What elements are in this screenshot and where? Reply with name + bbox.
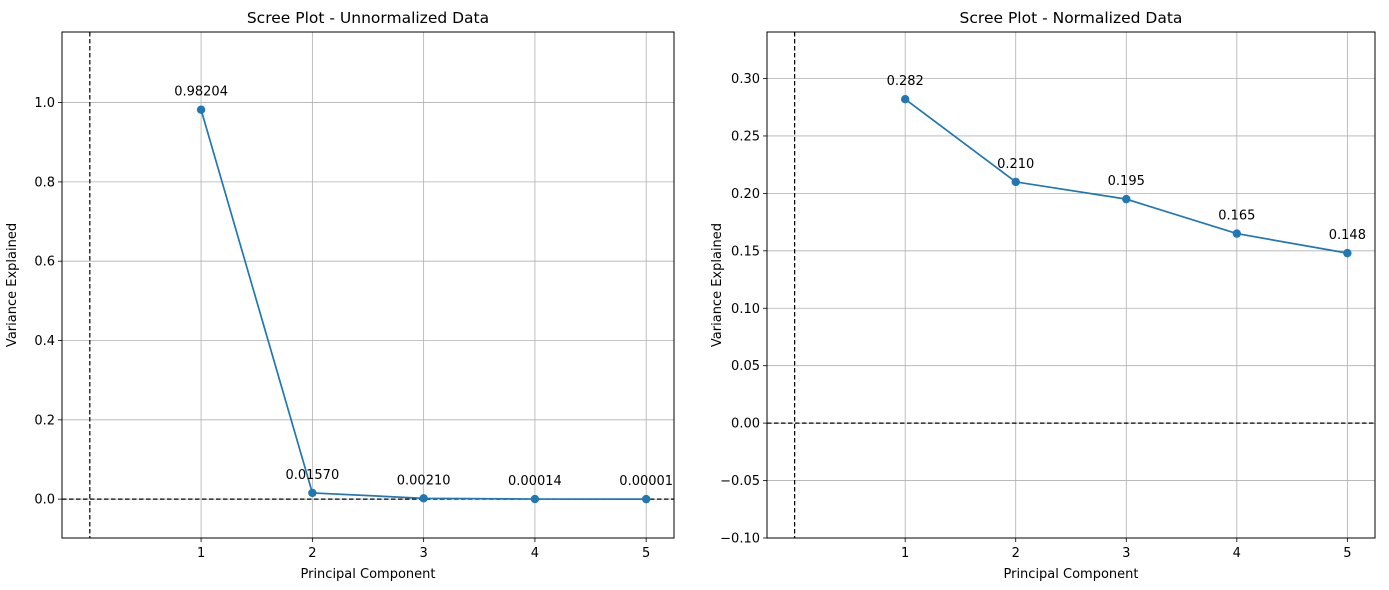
y-tick-label: 0.8 (34, 175, 55, 190)
data-point (530, 494, 540, 504)
data-label: 0.195 (1108, 174, 1145, 189)
x-tick-label: 1 (901, 546, 909, 561)
y-tick-label: −0.10 (720, 532, 760, 547)
data-point (1343, 248, 1352, 258)
data-label: 0.00014 (508, 474, 562, 489)
data-point (641, 494, 651, 504)
x-tick-label: 4 (1233, 546, 1241, 561)
data-label: 0.148 (1329, 228, 1366, 243)
x-tick-label: 3 (1122, 546, 1130, 561)
y-tick-label: 0.10 (731, 302, 760, 317)
chart-title: Scree Plot - Normalized Data (960, 9, 1183, 27)
x-tick-label: 2 (1012, 546, 1020, 561)
data-label: 0.00001 (619, 474, 673, 489)
data-label: 0.210 (997, 157, 1034, 172)
y-tick-label: 0.05 (731, 359, 760, 374)
data-label: 0.00210 (397, 473, 451, 488)
y-tick-label: 0.0 (34, 493, 55, 508)
data-point (1122, 194, 1131, 204)
y-tick-label: 0.00 (731, 417, 760, 432)
x-tick-label: 1 (197, 546, 205, 561)
data-label: 0.98204 (174, 85, 228, 100)
x-axis-label: Principal Component (300, 567, 435, 582)
chart-normalized: 1 2 3 4 5 −0.10 −0.05 0.00 0.05 0.10 0.15 0.20 0.25 0… (710, 9, 1376, 582)
y-tick-label: −0.05 (720, 474, 760, 489)
x-tick-label: 3 (419, 546, 427, 561)
y-tick-label: 1.0 (34, 96, 55, 111)
plot-frame (766, 31, 1376, 539)
data-point (419, 494, 428, 503)
y-tick-label: 0.2 (34, 413, 55, 428)
y-tick-label: 0.30 (731, 72, 760, 87)
x-tick-label: 5 (1343, 546, 1351, 561)
y-tick-label: 0.25 (731, 129, 760, 144)
data-label: 0.282 (887, 74, 924, 89)
data-point (196, 105, 206, 114)
y-axis-label: Variance Explained (5, 223, 20, 347)
data-label: 0.165 (1218, 209, 1255, 224)
y-tick-label: 0.6 (34, 255, 55, 270)
data-label: 0.01570 (285, 468, 339, 483)
chart-title: Scree Plot - Unnormalized Data (247, 9, 489, 27)
x-tick-label: 5 (642, 546, 650, 561)
data-point (900, 94, 910, 104)
x-tick-label: 4 (531, 546, 539, 561)
y-tick-label: 0.15 (731, 244, 760, 259)
x-tick-label: 2 (308, 546, 316, 561)
data-point (1232, 229, 1242, 238)
chart-unnormalized: 1 2 3 4 5 0.0 0.2 0.4 0.6 0.8 1.0 0.98204 0.01570 0.0… (5, 9, 675, 582)
data-point (1011, 177, 1020, 187)
x-axis-label: Principal Component (1003, 567, 1138, 582)
y-tick-label: 0.4 (34, 334, 55, 349)
data-point (308, 488, 317, 498)
y-axis-label: Variance Explained (710, 223, 725, 347)
plot-frame (61, 31, 675, 539)
y-tick-label: 0.20 (731, 187, 760, 202)
